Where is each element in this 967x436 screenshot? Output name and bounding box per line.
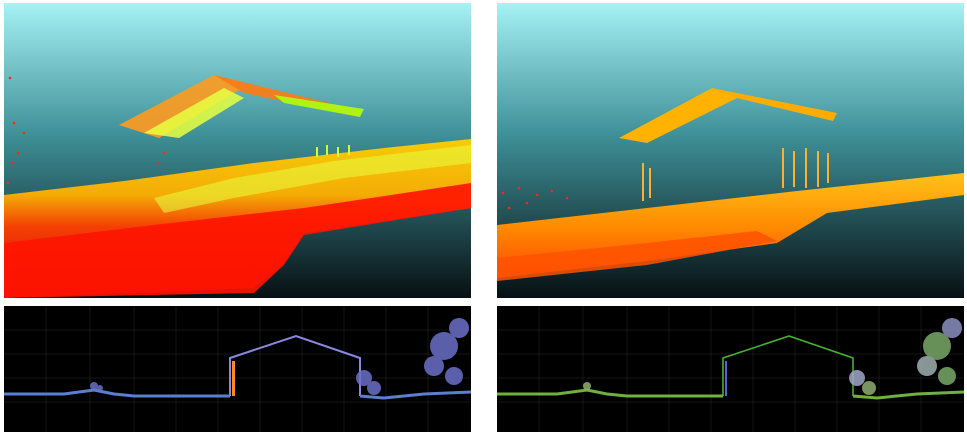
cross-section-left-svg bbox=[4, 306, 471, 432]
vegetation-points bbox=[90, 318, 469, 395]
scattered-points bbox=[6, 76, 166, 185]
wall-highlight bbox=[232, 361, 235, 396]
building-profile bbox=[229, 334, 361, 396]
wall-highlight bbox=[725, 361, 727, 396]
roof-points-left-inner bbox=[144, 88, 244, 138]
point-cloud-3d-view-right bbox=[497, 3, 964, 298]
wall-points bbox=[642, 148, 829, 201]
ground-red-layer bbox=[4, 183, 471, 298]
ground-profile bbox=[497, 388, 723, 398]
cross-section-view-right bbox=[497, 306, 964, 432]
ground-profile-right bbox=[359, 390, 471, 400]
cross-section-view-left bbox=[4, 306, 471, 432]
ground-dark-orange-layer bbox=[497, 231, 777, 281]
ground-profile-right bbox=[852, 390, 964, 400]
building-profile bbox=[722, 335, 854, 396]
cross-section-right-svg bbox=[497, 306, 964, 432]
grid-lines bbox=[4, 306, 471, 432]
roof-points-left bbox=[119, 75, 244, 138]
scattered-points bbox=[501, 186, 569, 210]
point-cloud-3d-view-left bbox=[4, 3, 471, 298]
roof-points-left bbox=[619, 88, 737, 143]
roof-points-right bbox=[712, 88, 837, 121]
point-cloud-right-svg bbox=[497, 3, 964, 298]
wall-points bbox=[316, 145, 350, 157]
roof-points-right-green bbox=[274, 95, 364, 117]
grid-lines bbox=[497, 306, 964, 432]
ground-profile bbox=[4, 388, 230, 398]
ground-yellow-layer bbox=[154, 145, 471, 213]
vegetation-points bbox=[583, 318, 962, 395]
point-cloud-left-svg bbox=[4, 3, 471, 298]
